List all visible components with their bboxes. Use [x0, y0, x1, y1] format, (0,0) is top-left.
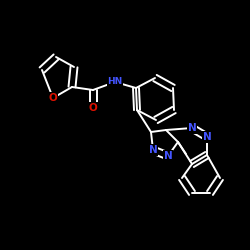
Text: N: N: [148, 145, 158, 155]
Text: N: N: [202, 132, 211, 142]
Text: O: O: [88, 103, 98, 113]
Text: N: N: [188, 123, 196, 133]
Text: HN: HN: [108, 78, 122, 86]
Text: N: N: [164, 151, 172, 161]
Text: O: O: [48, 93, 58, 103]
